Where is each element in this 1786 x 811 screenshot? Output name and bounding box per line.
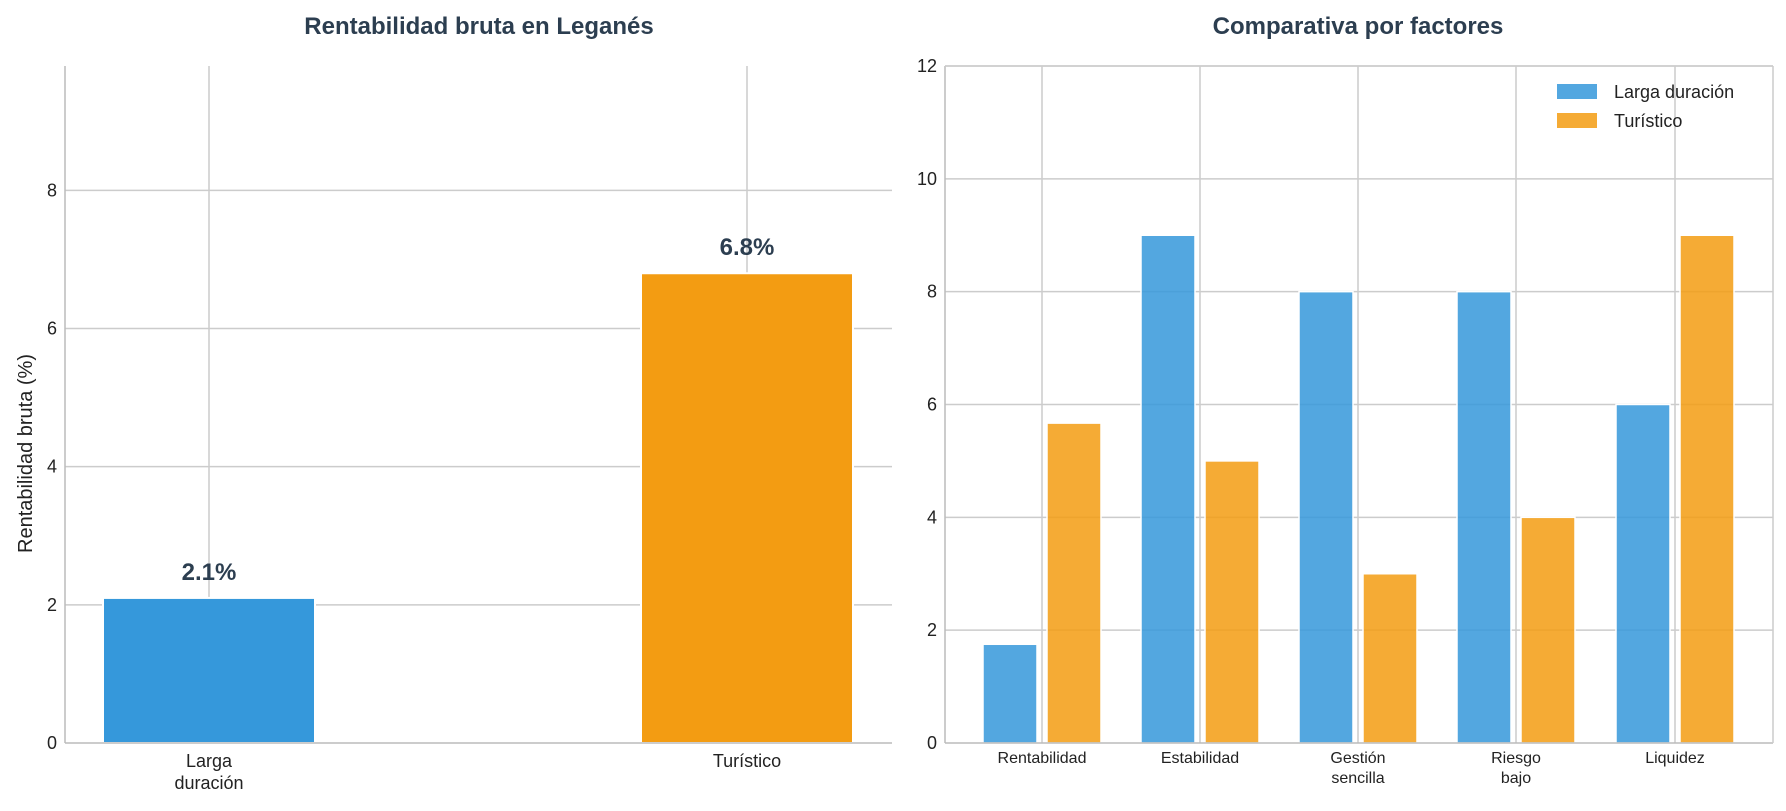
legend-label: Larga duración: [1614, 82, 1734, 102]
y-axis-label: Rentabilidad bruta (%): [15, 354, 37, 553]
bar-larga-duracion: [1456, 290, 1512, 744]
y-tick-label: 4: [47, 457, 57, 477]
y-tick-label: 0: [47, 733, 57, 753]
bar-larga-duracion: [1298, 290, 1354, 744]
y-tick-label: 12: [917, 56, 937, 76]
chart-comparativa-factores: 0 2 4 6 8 10 12 Rentabilidad Estabilidad Gestión s…: [917, 13, 1774, 787]
legend: Larga duración Turístico: [1557, 82, 1734, 131]
bar-turistico: [1046, 422, 1102, 744]
legend-label: Turístico: [1614, 111, 1682, 131]
y-tick-label: 2: [47, 595, 57, 615]
y-tick-label: 10: [917, 169, 937, 189]
legend-swatch: [1557, 113, 1597, 128]
x-tick-label: Gestión: [1330, 750, 1385, 767]
x-tick-label: Riesgo: [1491, 750, 1541, 767]
chart-title: Comparativa por factores: [1213, 13, 1504, 40]
x-tick-label: Larga: [186, 751, 233, 771]
x-tick-label: Liquidez: [1645, 750, 1705, 767]
bar: [640, 272, 854, 744]
y-tick-label: 4: [927, 507, 937, 527]
bar-turistico: [1362, 573, 1418, 744]
x-tick-label: Estabilidad: [1161, 750, 1239, 767]
x-tick-label: bajo: [1501, 770, 1531, 787]
bar-larga-duracion: [1140, 234, 1196, 744]
legend-swatch: [1557, 84, 1597, 99]
x-tick-label: duración: [174, 773, 243, 793]
chart-title: Rentabilidad bruta en Leganés: [304, 13, 653, 40]
y-tick-label: 6: [927, 395, 937, 415]
y-tick-label: 0: [927, 733, 937, 753]
bar-larga-duracion: [982, 643, 1038, 744]
bar-larga-duracion: [1615, 403, 1671, 744]
bar-turistico: [1204, 460, 1260, 744]
bar-turistico: [1679, 234, 1735, 744]
bar-value-label: 6.8%: [720, 234, 775, 261]
x-tick-label: sencilla: [1331, 770, 1384, 787]
y-tick-label: 8: [47, 180, 57, 200]
bar-value-label: 2.1%: [182, 559, 237, 586]
bar-turistico: [1520, 516, 1576, 744]
y-tick-label: 2: [927, 620, 937, 640]
y-tick-label: 8: [927, 282, 937, 302]
bar: [102, 596, 316, 745]
y-tick-label: 6: [47, 319, 57, 339]
x-tick-label: Turístico: [713, 751, 781, 771]
x-tick-label: Rentabilidad: [998, 750, 1087, 767]
